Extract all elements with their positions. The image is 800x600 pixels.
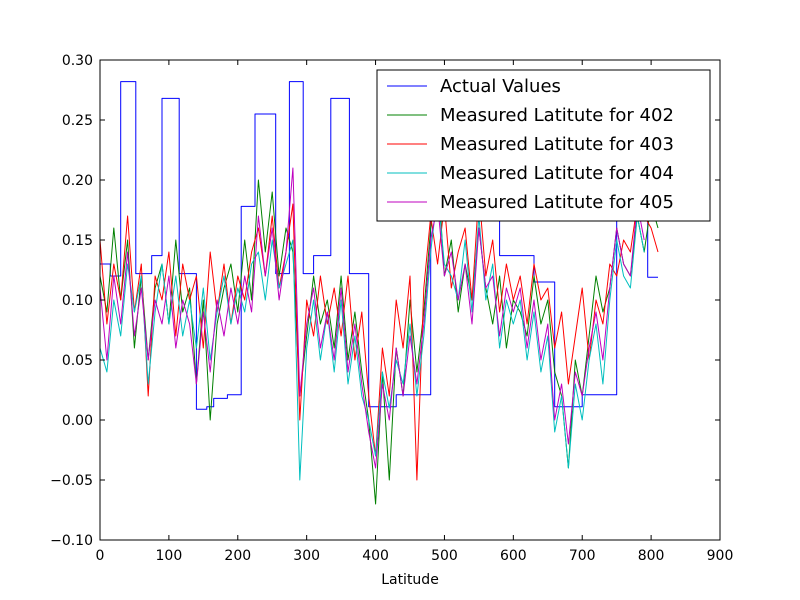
y-tick-label: 0.25 [62,113,93,129]
y-tick-label: 0.10 [62,293,93,309]
legend-entry-label: Measured Latitute for 405 [440,192,674,213]
x-tick-label: 0 [96,548,105,564]
x-tick-label: 800 [638,548,665,564]
x-tick-label: 300 [293,548,320,564]
legend-entry-label: Actual Values [440,76,561,97]
series-0-line [100,81,658,410]
series-2-line [100,191,659,481]
y-tick-label: 0.20 [62,173,93,189]
y-axis: −0.10 −0.05 0.00 0.05 0.10 0.15 0.20 0.25 0.30 [50,53,720,549]
y-tick-label: 0.05 [62,353,93,369]
x-tick-label: 400 [362,548,389,564]
legend-box [376,69,711,222]
x-tick-label: 100 [156,548,183,564]
legend-entry-label: Measured Latitute for 404 [440,163,674,184]
x-tick-label: 600 [500,548,527,564]
x-tick-label: 900 [707,548,734,564]
series-layer [100,81,659,505]
series-4-line [100,167,645,469]
series-3-line [100,191,645,481]
x-tick-label: 200 [224,548,251,564]
legend: Actual Values Measured Latitute for 402 Me… [376,69,711,222]
x-tick-label: 700 [569,548,596,564]
y-tick-label: 0.30 [62,53,93,69]
x-axis: 0 100 200 300 400 500 600 700 800 900 [96,60,734,564]
y-tick-label: −0.10 [50,533,93,549]
x-axis-label: Latitude [381,572,439,588]
legend-entry-label: Measured Latitute for 402 [440,105,674,126]
y-tick-label: −0.05 [50,473,93,489]
legend-entry-label: Measured Latitute for 403 [440,134,674,155]
x-tick-label: 500 [431,548,458,564]
y-tick-label: 0.15 [62,233,93,249]
y-tick-label: 0.00 [62,413,93,429]
